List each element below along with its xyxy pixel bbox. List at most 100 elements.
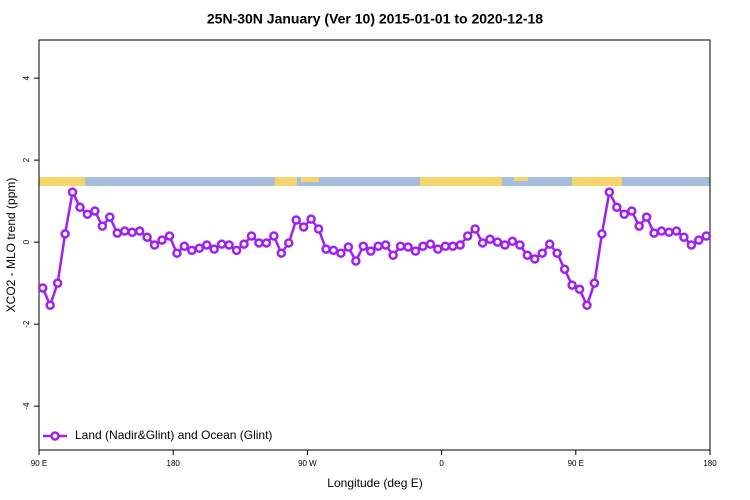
y-tick-label: 2 [22,157,31,162]
data-point [395,241,406,251]
data-point [626,206,637,216]
data-point [425,239,436,249]
data-point [82,209,93,219]
data-point [52,278,63,288]
data-point [462,231,473,241]
data-point [597,229,607,239]
data-point [336,248,346,258]
data-point [284,238,294,248]
x-tick-label: 90 W [298,459,317,468]
y-axis-label: XCO2 - MLO trend (ppm) [4,178,18,313]
data-point [455,240,465,250]
data-point [492,237,503,247]
data-point [701,231,712,241]
data-point [537,248,547,258]
data-point [477,238,488,248]
data-point [45,300,55,311]
data-point [187,245,197,256]
data-point [306,214,316,224]
data-point [269,231,279,241]
data-point [574,284,585,295]
data-point [433,244,443,254]
data-point [582,300,592,311]
data-point [231,245,242,256]
data-point [97,221,108,231]
data-point [619,209,630,219]
data-point [410,246,421,256]
data-point [202,240,212,250]
data-point [500,240,510,250]
data-point [90,206,100,216]
legend-marker [50,431,60,441]
data-point [448,241,458,251]
data-point [164,231,175,241]
data-point [127,227,137,238]
data-point [321,244,331,254]
data-point [157,235,167,245]
data-point [216,239,227,249]
data-point [530,254,540,264]
data-point [671,226,682,236]
data-point [366,246,376,256]
data-point [105,212,115,222]
data-point [403,242,413,252]
data-point [291,215,301,225]
data-point [313,224,324,234]
data-point [149,240,160,250]
data-point [664,227,674,238]
data-point [261,238,272,248]
data-point [604,187,615,197]
data-point [612,202,622,213]
x-tick-label: 90 E [568,459,584,468]
data-point [485,234,495,245]
y-tick-label: 0 [22,239,31,244]
data-point [224,240,234,250]
data-point [634,221,644,231]
data-point [67,187,78,197]
data-point [552,248,562,258]
data-point [440,241,451,251]
data-point [112,228,123,238]
x-tick-label: 90 E [31,459,47,468]
data-point [194,243,205,254]
data-point [298,222,309,232]
x-axis-label: Longitude (deg E) [327,476,422,490]
data-point [567,280,577,290]
y-tick-label: -4 [22,402,31,410]
chart-title: 25N-30N January (Ver 10) 2015-01-01 to 2… [207,11,543,27]
data-point [373,241,383,251]
x-tick-label: 180 [703,459,717,468]
y-tick-label: -2 [22,320,31,328]
data-point [656,226,667,236]
data-point [522,250,533,260]
data-point [119,226,130,236]
y-tick-label: 4 [22,75,31,80]
data-point [641,212,652,222]
data-point [544,239,555,249]
data-point [589,278,600,288]
data-point [351,256,361,266]
data-point [37,283,48,293]
data-point [559,264,570,274]
data-point [172,248,182,258]
data-point [209,244,219,254]
data-point [418,241,428,251]
data-point [343,242,354,252]
data-point [470,224,480,234]
data-point [239,239,249,249]
x-tick-label: 0 [439,459,444,468]
data-point [179,241,190,251]
plot-frame [38,39,711,451]
land-ocean-strip [39,177,710,186]
data-point [246,231,257,241]
data-point [254,238,264,248]
data-point [380,240,391,250]
data-point [649,228,659,238]
legend-label: Land (Nadir&Glint) and Ocean (Glint) [75,428,272,442]
data-point [276,248,287,258]
data-point [679,232,689,242]
data-point [507,236,518,247]
data-point [134,226,145,236]
data-point [328,245,339,256]
